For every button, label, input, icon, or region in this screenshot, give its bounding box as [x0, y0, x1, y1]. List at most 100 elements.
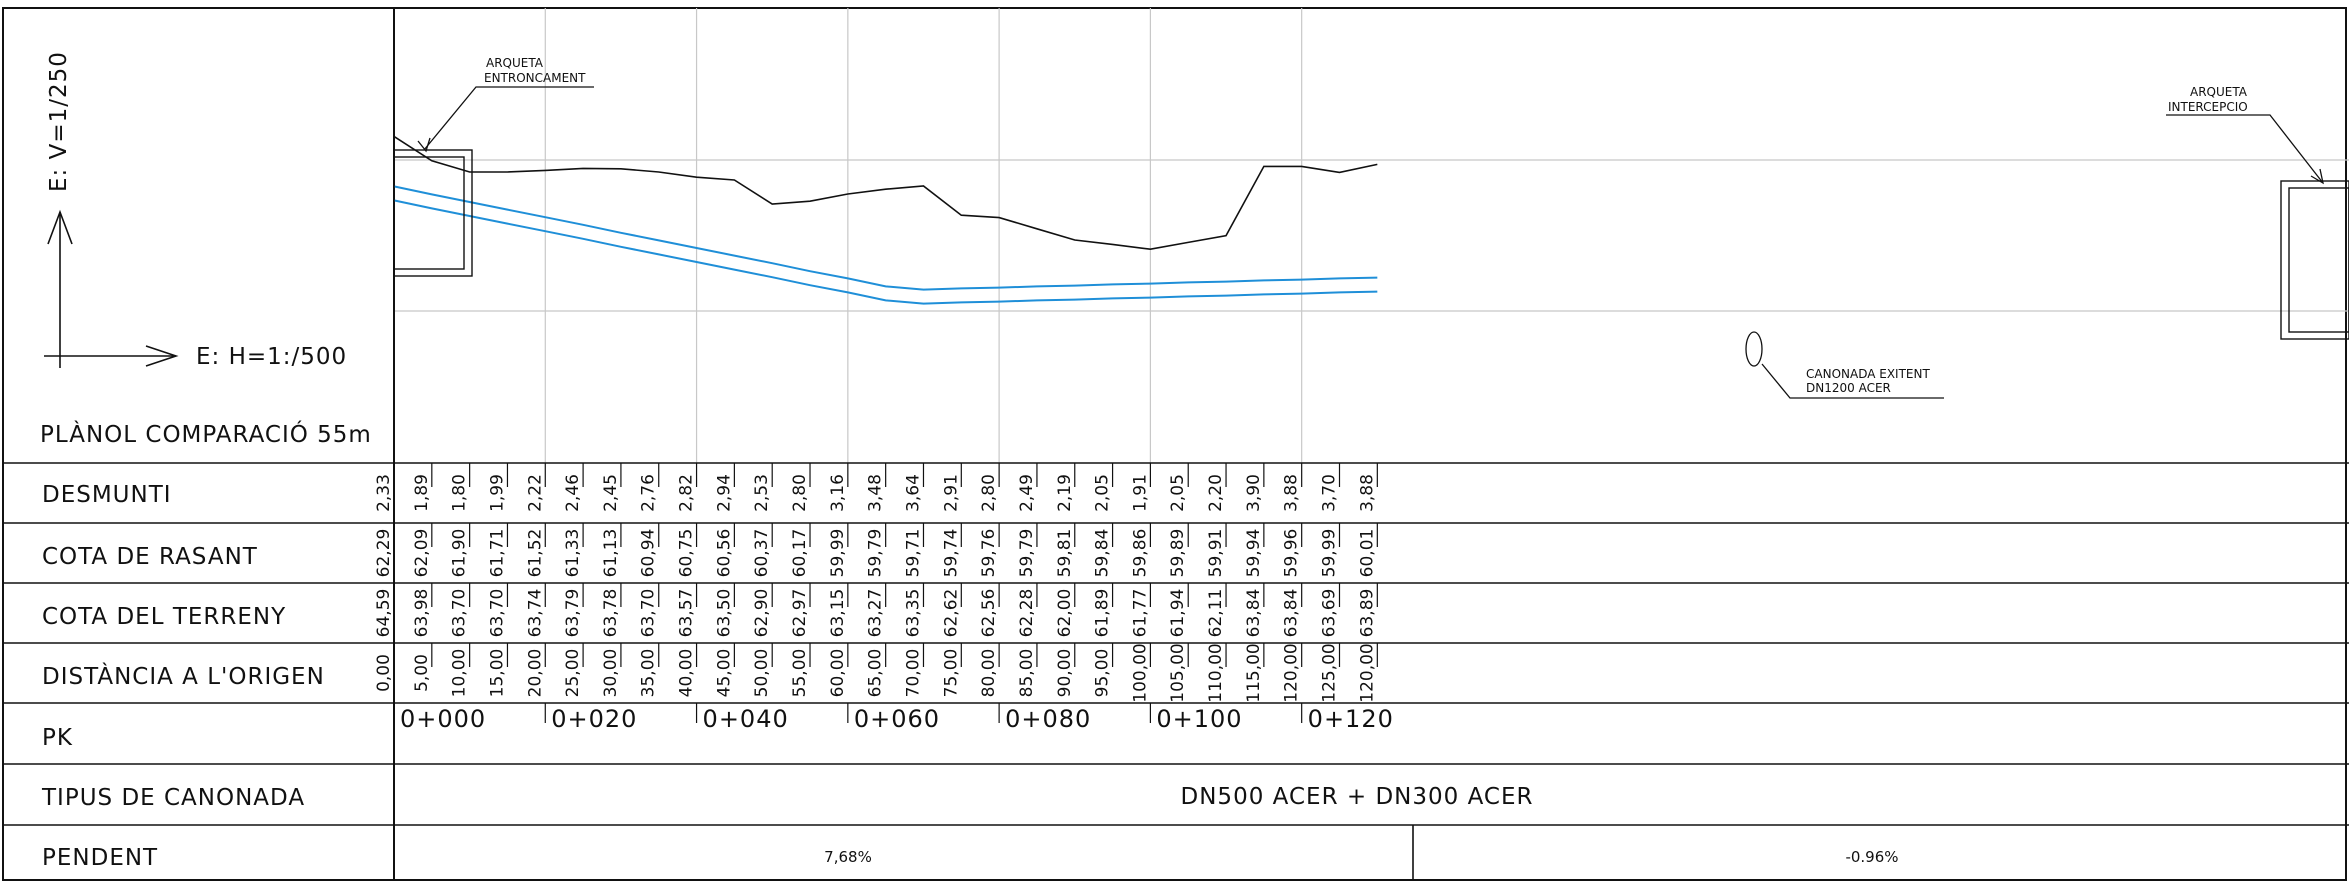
- cota-terreny-value: 62,56: [979, 589, 999, 638]
- cota-rasant-value: 60,37: [752, 529, 772, 578]
- desmunti-value: 1,99: [488, 474, 508, 512]
- slope-segment-1: 7,68%: [824, 848, 872, 866]
- distancia-value: 10,00: [450, 649, 470, 698]
- desmunti-value: 3,88: [1357, 474, 1377, 512]
- cota-rasant-value: 61,33: [563, 529, 583, 578]
- cota-terreny-value: 61,77: [1130, 589, 1150, 638]
- cota-rasant-value: 59,99: [1320, 529, 1340, 578]
- slope-segment-2: -0.96%: [1845, 848, 1898, 866]
- cota-rasant-value: 59,81: [1055, 529, 1075, 578]
- pk-label: 0+120: [1308, 705, 1394, 733]
- pk-label: 0+020: [551, 705, 637, 733]
- pk-label: 0+100: [1156, 705, 1242, 733]
- desmunti-value: 2,05: [1168, 474, 1188, 512]
- distancia-value: 85,00: [1017, 649, 1037, 698]
- desmunti-value: 2,45: [601, 474, 621, 512]
- cota-terreny-value: 62,62: [941, 589, 961, 638]
- cota-terreny-value: 63,57: [677, 589, 697, 638]
- pk-label: 0+040: [703, 705, 789, 733]
- cota-terreny-value: 62,28: [1017, 589, 1037, 638]
- cota-rasant-value: 62,09: [412, 529, 432, 578]
- distancia-value: 115,00: [1244, 643, 1264, 702]
- arqueta-entroncament-line1: ARQUETA: [486, 56, 544, 70]
- cota-rasant-value: 59,91: [1206, 529, 1226, 578]
- distancia-value: 35,00: [639, 649, 659, 698]
- cota-rasant-value: 59,71: [904, 529, 924, 578]
- cota-rasant-value: 60,75: [677, 529, 697, 578]
- cota-terreny-value: 64,59: [374, 589, 394, 638]
- desmunti-value: 1,89: [412, 474, 432, 512]
- pk-label: 0+000: [400, 705, 486, 733]
- cota-rasant-value: 59,76: [979, 529, 999, 578]
- cota-terreny-value: 63,69: [1320, 589, 1340, 638]
- arqueta-intercepcio-line1: ARQUETA: [2190, 85, 2248, 99]
- row-label-tipus: TIPUS DE CANONADA: [41, 785, 305, 811]
- desmunti-value: 1,91: [1130, 474, 1150, 512]
- desmunti-value: 2,80: [790, 474, 810, 512]
- cota-terreny-value: 62,00: [1055, 589, 1075, 638]
- desmunti-value: 2,20: [1206, 474, 1226, 512]
- pk-label: 0+080: [1005, 705, 1091, 733]
- cota-terreny-value: 63,84: [1282, 589, 1302, 638]
- distancia-value: 105,00: [1168, 643, 1188, 702]
- distancia-value: 95,00: [1093, 649, 1113, 698]
- cota-rasant-value: 61,71: [488, 529, 508, 578]
- pk-label: 0+060: [854, 705, 940, 733]
- cota-terreny-value: 63,89: [1357, 589, 1377, 638]
- desmunti-value: 3,90: [1244, 474, 1264, 512]
- cota-rasant-value: 60,94: [639, 529, 659, 578]
- cota-rasant-value: 59,99: [828, 529, 848, 578]
- cota-terreny-value: 63,84: [1244, 589, 1264, 638]
- pipe-top-line: [393, 185, 1378, 291]
- desmunti-value: 2,05: [1093, 474, 1113, 512]
- desmunti-value: 2,80: [979, 474, 999, 512]
- cota-terreny-value: 63,35: [904, 589, 924, 638]
- cota-rasant-value: 62,29: [374, 529, 394, 578]
- annotation-leaders: [417, 86, 2324, 399]
- row-label-distancia: DISTÀNCIA A L'ORIGEN: [42, 662, 325, 690]
- row-label-pendent: PENDENT: [42, 845, 158, 871]
- cota-terreny-value: 63,98: [412, 589, 432, 638]
- distancia-value: 50,00: [752, 649, 772, 698]
- cota-terreny-value: 63,79: [563, 589, 583, 638]
- cota-terreny-value: 63,27: [866, 589, 886, 638]
- cota-rasant-value: 60,01: [1357, 529, 1377, 578]
- distancia-value: 55,00: [790, 649, 810, 698]
- arqueta-entroncament-line2: ENTRONCAMENT: [484, 71, 586, 85]
- cota-rasant-value: 61,13: [601, 529, 621, 578]
- drawing-title: PLÀNOL COMPARACIÓ 55m: [40, 420, 372, 448]
- cota-rasant-value: 59,96: [1282, 529, 1302, 578]
- cota-terreny-value: 62,90: [752, 589, 772, 638]
- arqueta-intercepcio-line2: INTERCEPCIO: [2168, 100, 2248, 114]
- distancia-value: 40,00: [677, 649, 697, 698]
- vertical-scale-label: E: V=1/250: [46, 51, 72, 192]
- canonada-existent-line1: CANONADA EXITENT: [1806, 367, 1930, 381]
- cota-rasant-value: 59,79: [1017, 529, 1037, 578]
- cota-rasant-value: 60,56: [714, 529, 734, 578]
- cota-terreny-value: 63,15: [828, 589, 848, 638]
- desmunti-value: 3,70: [1320, 474, 1340, 512]
- desmunti-value: 1,80: [450, 474, 470, 512]
- distancia-value: 90,00: [1055, 649, 1075, 698]
- terrain-profile-line: [393, 135, 1378, 251]
- cota-terreny-value: 61,94: [1168, 589, 1188, 638]
- row-label-cota-terreny: COTA DEL TERRENY: [42, 604, 286, 630]
- cota-terreny-value: 61,89: [1093, 589, 1113, 638]
- row-label-pk: PK: [42, 725, 73, 751]
- distancia-value: 45,00: [714, 649, 734, 698]
- desmunti-value: 2,46: [563, 474, 583, 512]
- distancia-value: 70,00: [904, 649, 924, 698]
- scale-arrows: [44, 209, 179, 368]
- profile-grid: [394, 8, 2349, 463]
- desmunti-value: 3,16: [828, 474, 848, 512]
- distancia-value: 75,00: [941, 649, 961, 698]
- cota-terreny-value: 63,70: [450, 589, 470, 638]
- desmunti-value: 2,22: [525, 474, 545, 512]
- distancia-value: 20,00: [525, 649, 545, 698]
- horizontal-scale-label: E: H=1:/500: [196, 344, 347, 370]
- cota-terreny-value: 62,97: [790, 589, 810, 638]
- distancia-value: 110,00: [1206, 643, 1226, 702]
- desmunti-value: 2,49: [1017, 474, 1037, 512]
- row-label-cota-rasant: COTA DE RASANT: [42, 544, 258, 570]
